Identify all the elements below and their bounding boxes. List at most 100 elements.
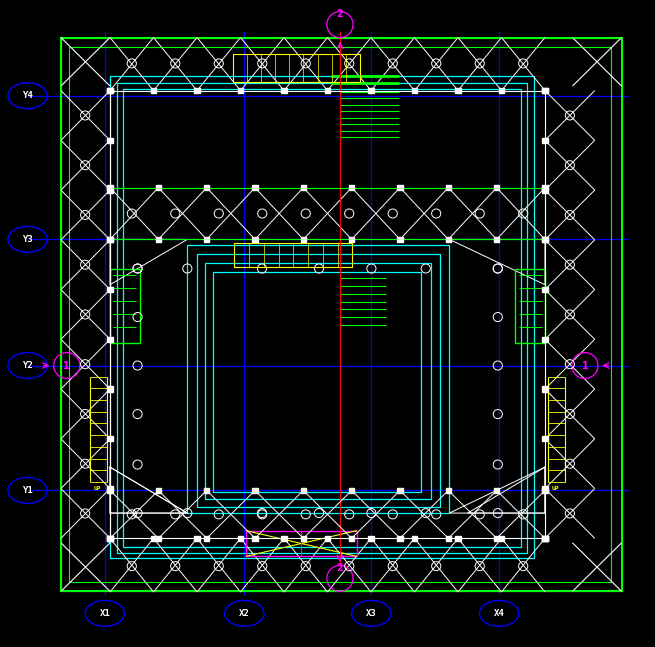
Bar [187,245,449,513]
Text: 1: 1 [64,360,70,371]
Bar [252,237,257,242]
Bar [542,185,548,190]
Bar [445,185,451,190]
Bar [107,536,113,541]
Text: 2: 2 [337,563,343,573]
Bar [107,88,113,93]
Bar [542,536,548,541]
Bar [301,185,306,190]
Bar [156,536,161,541]
Bar [282,536,287,541]
Bar [110,269,140,343]
Bar [156,488,161,493]
Bar [398,185,403,190]
Bar [301,488,306,493]
Bar [349,536,354,541]
Bar [542,138,548,143]
Bar [107,287,113,292]
Bar [246,531,357,556]
Bar [499,536,504,541]
Bar [349,488,354,493]
Bar [107,386,113,391]
Text: Y4: Y4 [22,91,33,100]
Bar [107,536,113,541]
Bar [204,536,210,541]
Bar [123,89,521,547]
Text: UP: UP [552,486,559,491]
Bar [107,185,113,190]
Bar [107,336,113,342]
Bar [107,237,113,242]
Bar [445,488,451,493]
Bar [195,88,200,93]
Bar [107,488,113,493]
Bar [542,336,548,342]
Bar [542,436,548,441]
Bar [107,88,113,93]
Bar [542,536,548,541]
Bar [233,54,360,82]
Bar [107,436,113,441]
Text: 2: 2 [337,9,343,19]
Bar [195,536,200,541]
Text: X3: X3 [366,609,377,618]
Bar [252,488,257,493]
Bar [196,254,440,507]
Bar [542,488,548,493]
Bar [151,88,156,93]
Bar [301,237,306,242]
Bar [542,287,548,292]
Bar [542,237,548,243]
Bar [398,488,403,493]
Bar [494,536,499,541]
Bar [107,486,113,491]
Bar [301,536,306,541]
Bar [107,188,113,193]
Bar [325,536,330,541]
Bar [234,243,352,267]
Bar [69,47,611,582]
Text: X1: X1 [100,609,110,618]
Bar [368,88,373,93]
Bar [204,237,210,242]
Bar [398,536,403,541]
Bar [494,185,499,190]
Bar [515,269,545,343]
Bar [349,185,354,190]
Bar [156,185,161,190]
Bar [204,488,210,493]
Bar [156,237,161,242]
Bar [542,188,548,193]
Bar [542,88,548,93]
Bar [205,263,431,499]
Bar [325,88,330,93]
Text: Y3: Y3 [22,235,33,244]
Bar [238,536,243,541]
Bar [542,486,548,491]
Bar [349,237,354,242]
Bar [238,88,243,93]
Text: X4: X4 [494,609,504,618]
Text: Y2: Y2 [22,361,33,370]
Bar [252,536,257,541]
Bar [282,88,287,93]
Bar [499,88,504,93]
Text: UP: UP [93,486,101,491]
Bar [542,88,548,93]
Text: X2: X2 [239,609,250,618]
Bar [107,138,113,143]
Bar [542,237,548,242]
Bar [455,88,460,93]
Bar [110,76,534,558]
Bar [61,38,622,591]
Bar [542,386,548,391]
Bar [412,88,417,93]
Bar [398,237,403,242]
Bar [494,488,499,493]
Bar [368,536,373,541]
Bar [107,536,113,541]
Bar [412,536,417,541]
Bar [542,536,548,541]
Bar [107,237,113,243]
Text: 1: 1 [582,360,588,371]
